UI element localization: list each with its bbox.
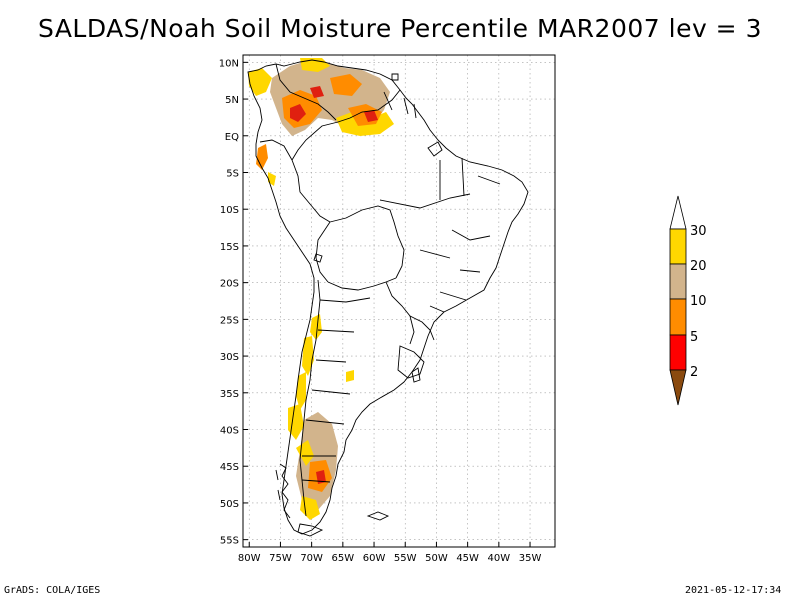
- lat-tick-label: 45S: [220, 462, 239, 473]
- border-paraguay: [385, 281, 415, 345]
- lon-tick-label: 75W: [269, 553, 292, 564]
- border-brazil-states: [379, 157, 501, 313]
- border-uruguay: [397, 345, 425, 379]
- border-colombia-venezuela: [275, 63, 337, 121]
- shade-north-gold-1: [248, 68, 272, 96]
- lat-tick-label: 30S: [220, 352, 239, 363]
- lon-tick-label: 60W: [363, 553, 386, 564]
- lat-tick-label: 55S: [220, 536, 239, 547]
- trinidad: [391, 73, 399, 81]
- shade-patagonia-red: [316, 470, 326, 484]
- lat-tick-label: 25S: [220, 315, 239, 326]
- footer-timestamp: 2021-05-12-17:34: [685, 585, 782, 596]
- colorbar-20-30: [669, 228, 687, 265]
- coastline: [247, 59, 529, 537]
- lat-tick-label: 5S: [226, 168, 239, 179]
- lon-tick-label: 50W: [425, 553, 448, 564]
- colorbar-label-10: 10: [690, 294, 707, 309]
- shade-north-red-2: [364, 110, 378, 122]
- border-ecuador: [259, 139, 293, 161]
- lat-tick-label: 35S: [220, 389, 239, 400]
- lon-tick-label: 65W: [332, 553, 355, 564]
- lon-tick-label: 45W: [456, 553, 479, 564]
- shade-patagonia-tan: [296, 412, 338, 510]
- lon-tick-label: 55W: [394, 553, 417, 564]
- shade-ecuador: [256, 144, 268, 170]
- lat-tick-label: EQ: [225, 132, 239, 143]
- border-peru-bolivia: [315, 221, 331, 283]
- colorbar-label-5: 5: [690, 330, 698, 345]
- map-frame: [242, 54, 556, 548]
- colorbar-label-30: 30: [690, 224, 707, 239]
- lat-tick-label: 40S: [220, 426, 239, 437]
- border-guyanas: [383, 91, 417, 119]
- colorbar-label-20: 20: [690, 259, 707, 274]
- shade-chile-40s: [288, 404, 304, 440]
- shade-bahia-blanca: [346, 370, 354, 382]
- lat-tick-label: 10N: [219, 58, 239, 69]
- latitude-ticks: 10N 5N EQ 5S 10S 15S 20S 25S 30S 35S 40S 45S 50S 55S: [219, 58, 248, 547]
- border-peru-brazil: [291, 159, 331, 223]
- lat-tick-label: 10S: [220, 205, 239, 216]
- border-bolivia-south: [327, 277, 397, 291]
- colorbar-10-20: [669, 263, 687, 300]
- chile-archipelago: [275, 463, 291, 519]
- marajo-island: [427, 141, 443, 157]
- shade-andes-25s: [310, 314, 322, 340]
- tierra-del-fuego: [297, 523, 324, 537]
- shade-patagonia-south: [300, 496, 320, 520]
- map-title: SALDAS/Noah Soil Moisture Percentile MAR…: [38, 14, 762, 43]
- colorbar-label-2: 2: [690, 365, 698, 380]
- percentile-shading: [248, 58, 394, 520]
- lon-tick-label: 35W: [519, 553, 542, 564]
- border-argentina-provinces: [301, 297, 371, 483]
- colorbar-2-5: [669, 334, 687, 371]
- gridlines: [243, 55, 555, 547]
- border-brazil-bolivia: [329, 205, 405, 279]
- lat-tick-label: 5N: [225, 95, 239, 106]
- lat-tick-label: 20S: [220, 279, 239, 290]
- border-brazil-north: [291, 89, 401, 161]
- shade-north-red-1: [290, 104, 306, 122]
- longitude-ticks: 80W 75W 70W 65W 60W 55W 50W 45W 40W 35W: [238, 542, 542, 564]
- lat-tick-label: 50S: [220, 499, 239, 510]
- colorbar: 30 20 10 5 2: [669, 195, 707, 406]
- colorbar-below-2: [669, 369, 687, 406]
- lat-tick-label: 15S: [220, 242, 239, 253]
- shade-patagonia-gold: [296, 440, 314, 466]
- falkland-islands: [366, 511, 390, 521]
- shade-chile-35s: [296, 372, 306, 410]
- shade-north-red-3: [310, 86, 324, 98]
- lon-tick-label: 40W: [488, 553, 511, 564]
- shade-north-orange-2: [330, 74, 362, 96]
- shade-peru-coast: [268, 172, 276, 186]
- border-argentina-brazil: [409, 315, 435, 341]
- colorbar-5-10: [669, 298, 687, 336]
- lon-tick-label: 70W: [300, 553, 323, 564]
- lake-titicaca: [313, 253, 323, 263]
- footer-grads-credit: GrADS: COLA/IGES: [4, 585, 101, 596]
- lon-tick-label: 80W: [238, 553, 261, 564]
- map-background: [243, 55, 555, 547]
- colorbar-above-30: [669, 195, 687, 230]
- lagoa-dos-patos: [411, 367, 421, 383]
